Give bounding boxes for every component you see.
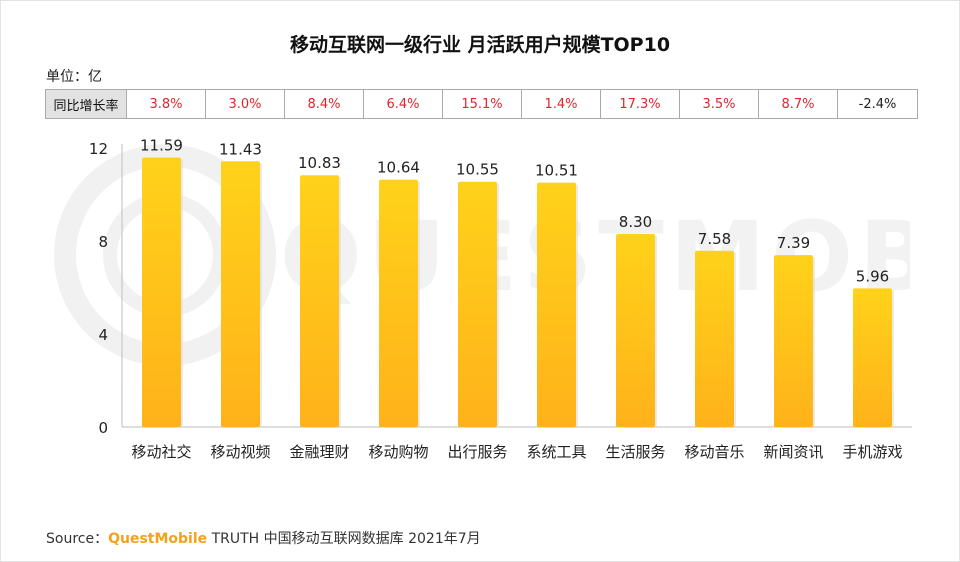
bar-value-label: 10.83 <box>298 154 341 172</box>
y-tick-label: 4 <box>98 326 108 344</box>
x-tick-label: 新闻资讯 <box>763 443 823 461</box>
yoy-cell: 15.1% <box>443 90 522 118</box>
x-tick-label: 移动视频 <box>210 443 270 461</box>
bar-value-label: 8.30 <box>619 213 652 231</box>
bar-value-label: 10.64 <box>377 159 420 177</box>
x-tick-label: 手机游戏 <box>842 443 902 461</box>
yoy-cell: 3.0% <box>206 90 285 118</box>
bar <box>616 234 655 427</box>
yoy-cell: 6.4% <box>364 90 443 118</box>
y-tick-label: 0 <box>98 419 108 437</box>
bar-value-label: 5.96 <box>856 267 889 285</box>
yoy-table: 同比增长率 3.8% 3.0% 8.4% 6.4% 15.1% 1.4% 17.… <box>45 89 918 119</box>
bar <box>774 255 813 427</box>
y-tick-label: 8 <box>98 233 108 251</box>
x-tick-label: 出行服务 <box>447 443 507 461</box>
x-tick-label: 移动音乐 <box>684 443 744 461</box>
yoy-row-label: 同比增长率 <box>46 90 127 118</box>
chart-title: 移动互联网一级行业 月活跃用户规模TOP10 <box>289 34 671 56</box>
bar <box>142 157 181 427</box>
bar <box>537 182 576 427</box>
y-tick-label: 12 <box>89 140 108 158</box>
bar <box>853 288 892 427</box>
bar-value-label: 7.39 <box>777 234 810 252</box>
yoy-cell: 3.8% <box>127 90 206 118</box>
yoy-cell: -2.4% <box>858 96 897 112</box>
bar <box>300 175 339 427</box>
bar <box>458 181 497 427</box>
bar-value-label: 7.58 <box>698 230 731 248</box>
x-tick-label: 系统工具 <box>526 443 586 461</box>
bar-value-label: 11.43 <box>219 140 262 158</box>
x-tick-label: 生活服务 <box>605 443 665 461</box>
bar <box>695 250 734 427</box>
bar-value-label: 10.55 <box>456 161 499 179</box>
bar <box>379 179 418 427</box>
yoy-cell: 17.3% <box>601 90 680 118</box>
x-tick-label: 移动社交 <box>131 443 191 461</box>
source-note: Source：QuestMobile TRUTH 中国移动互联网数据库 2021… <box>46 528 481 548</box>
source-prefix: Source： <box>46 531 109 547</box>
source-rest: TRUTH 中国移动互联网数据库 2021年7月 <box>207 531 481 547</box>
yoy-cell: 8.4% <box>285 90 364 118</box>
x-tick-label: 金融理财 <box>289 443 349 461</box>
bar <box>221 161 260 427</box>
bar-value-label: 10.51 <box>535 162 578 180</box>
bar-value-label: 11.59 <box>140 137 183 155</box>
unit-label: 单位：亿 <box>46 69 102 85</box>
yoy-cell: 1.4% <box>522 90 601 118</box>
yoy-cell: 8.7% <box>759 90 838 118</box>
x-tick-label: 移动购物 <box>368 443 428 461</box>
source-brand: QuestMobile <box>108 531 208 547</box>
yoy-cell: 3.5% <box>680 90 759 118</box>
